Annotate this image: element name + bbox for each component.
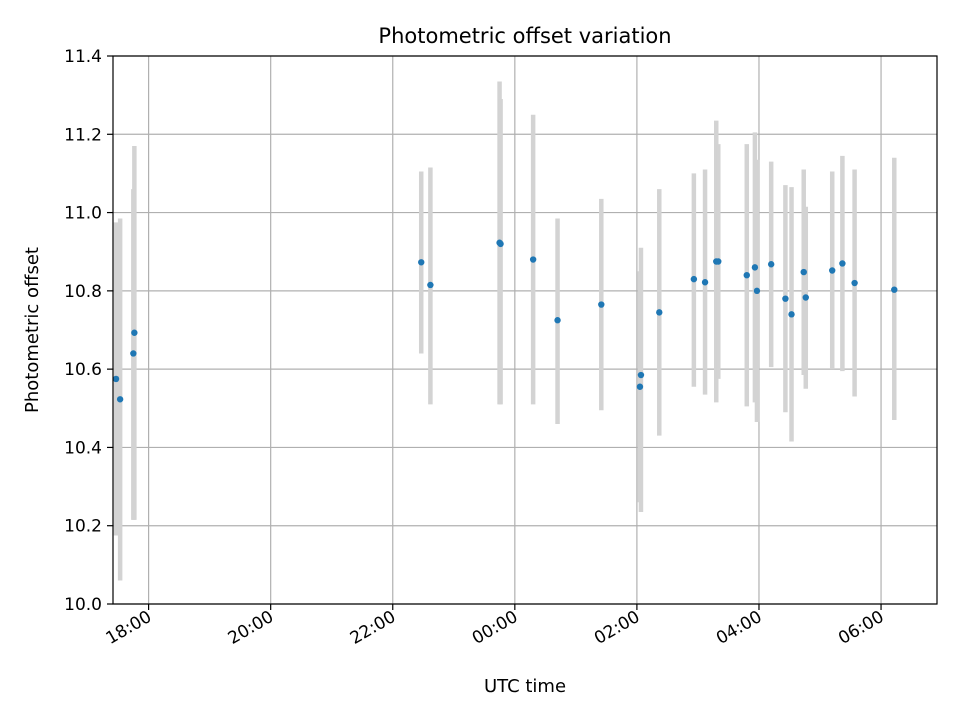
data-point [598, 301, 605, 308]
data-points [112, 239, 898, 403]
y-tick-label: 10.6 [64, 360, 102, 380]
data-point [130, 350, 137, 357]
data-point [767, 261, 775, 268]
data-point [802, 294, 809, 301]
data-point [743, 272, 750, 279]
data-point [701, 279, 709, 286]
data-point [656, 309, 663, 316]
data-point [782, 295, 789, 302]
y-tick-label: 11.2 [64, 125, 102, 145]
data-point [891, 286, 898, 293]
data-point [427, 281, 434, 289]
y-axis-ticks: 10.0 10.2 10.4 10.6 10.8 11.0 11.2 11.4 [64, 47, 113, 615]
data-point [788, 311, 795, 318]
data-point [753, 287, 761, 295]
data-point [751, 264, 759, 271]
y-tick-label: 10.0 [64, 595, 102, 615]
data-point [715, 258, 722, 265]
x-axis-label: UTC time [484, 676, 566, 697]
y-axis-label: Photometric offset [22, 247, 43, 413]
chart-title: Photometric offset variation [378, 24, 671, 48]
data-point [690, 275, 698, 283]
data-point [529, 256, 537, 263]
data-point [131, 329, 138, 336]
data-point [851, 279, 858, 287]
data-point [418, 259, 425, 266]
data-point [800, 268, 807, 276]
plot-frame [112, 55, 938, 605]
data-point [497, 240, 504, 248]
data-point [637, 371, 645, 379]
y-tick-label: 10.8 [64, 282, 102, 302]
data-point [554, 317, 561, 324]
y-tick-label: 10.4 [64, 438, 102, 458]
data-point [636, 383, 644, 390]
y-tick-label: 11.0 [64, 204, 102, 224]
data-point [116, 396, 124, 403]
y-tick-label: 11.4 [64, 47, 102, 67]
y-tick-label: 10.2 [64, 517, 102, 537]
data-point [112, 375, 120, 383]
data-point [839, 260, 846, 267]
data-point [829, 267, 836, 274]
